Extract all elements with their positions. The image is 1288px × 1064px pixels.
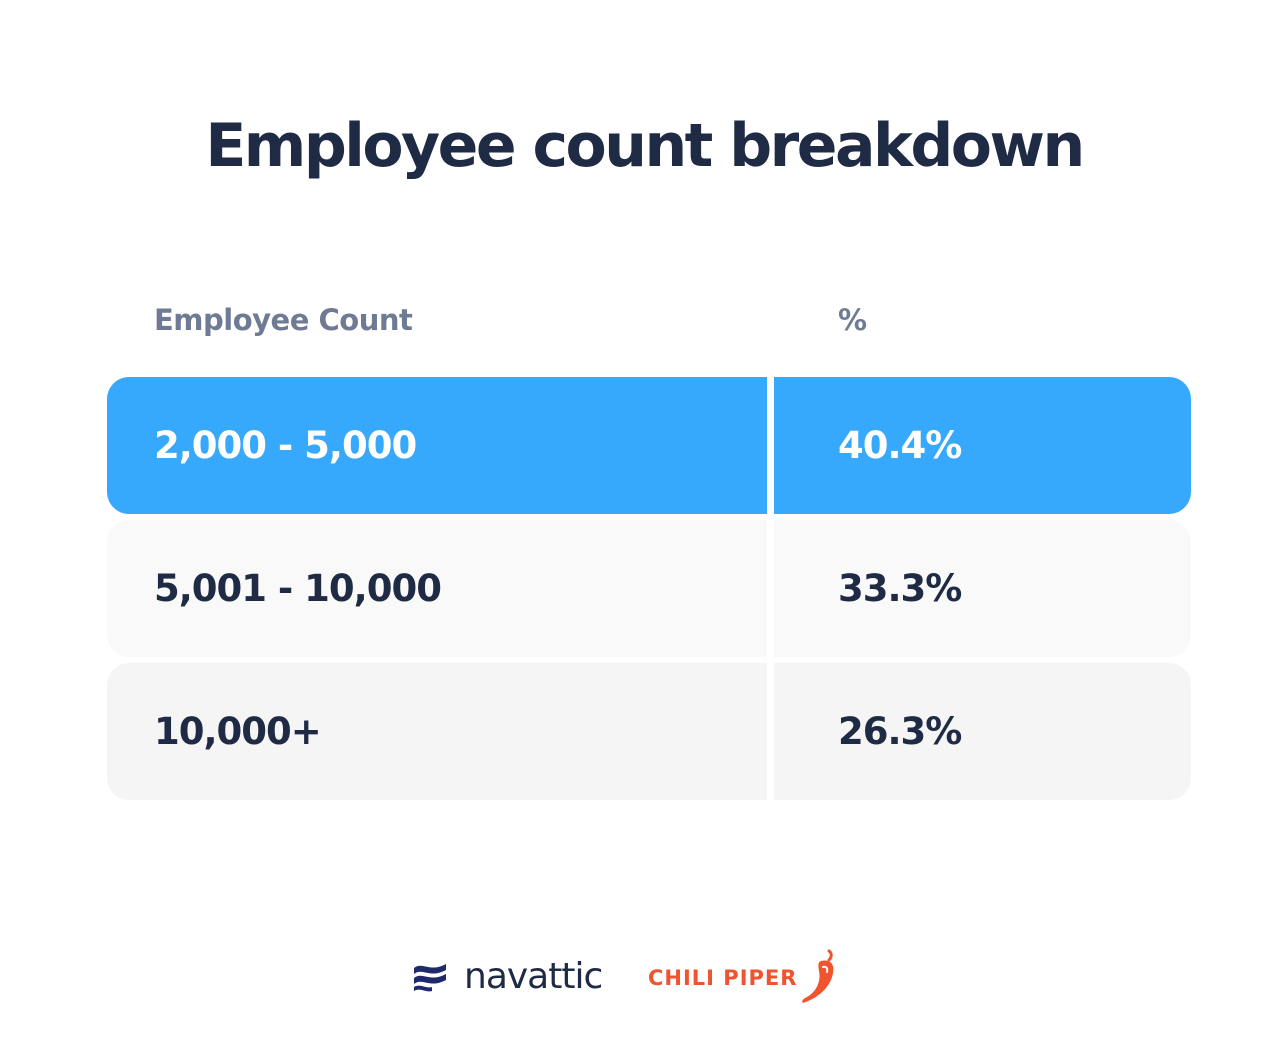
chili-pepper-icon: [802, 949, 834, 1003]
column-header-employee-count: Employee Count: [154, 303, 413, 337]
column-header-percent: %: [838, 303, 867, 337]
wave-lines-icon: [414, 964, 446, 992]
chart-title: Employee count breakdown: [205, 111, 1085, 181]
table-row: 5,001 - 10,000 33.3%: [107, 520, 1191, 657]
table-row: 10,000+ 26.3%: [107, 663, 1191, 800]
table-row: 2,000 - 5,000 40.4%: [107, 377, 1191, 514]
percent-cell: 33.3%: [774, 520, 1191, 657]
navattic-logo: navattic: [410, 948, 603, 1004]
chili-piper-logo: CHILI PIPER: [648, 948, 843, 1008]
footer-logos: navattic CHILI PIPER: [410, 942, 870, 1010]
employee-range-cell: 5,001 - 10,000: [107, 520, 767, 657]
percent-cell: 26.3%: [774, 663, 1191, 800]
navattic-wordmark: navattic: [464, 955, 603, 997]
employee-range-cell: 10,000+: [107, 663, 767, 800]
percent-cell: 40.4%: [774, 377, 1191, 514]
employee-range-cell: 2,000 - 5,000: [107, 377, 767, 514]
chili-piper-wordmark: CHILI PIPER: [648, 966, 798, 990]
